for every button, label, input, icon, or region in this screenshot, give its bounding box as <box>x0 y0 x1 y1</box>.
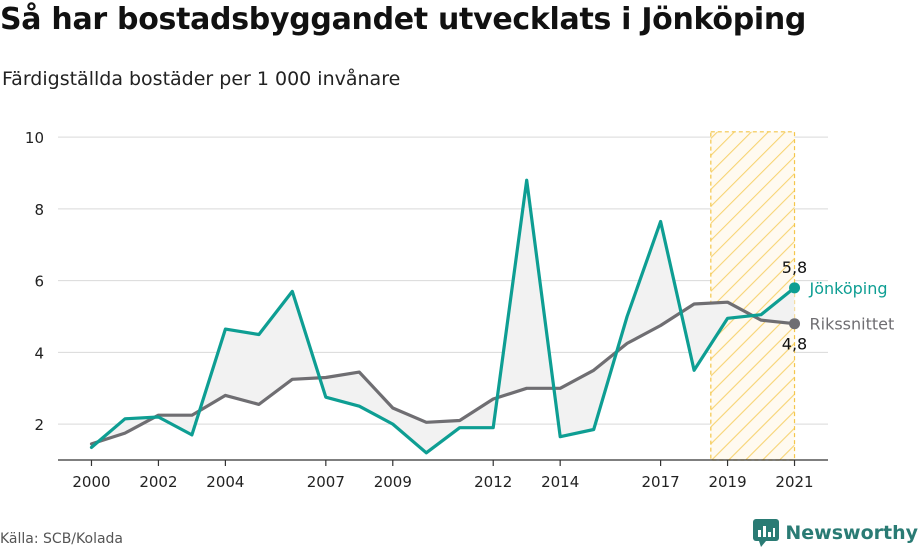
y-tick-label: 2 <box>34 416 44 434</box>
series-line-jonkoping <box>89 178 797 455</box>
brand-name: Newsworthy <box>785 522 918 544</box>
brand-logo: Newsworthy <box>753 519 918 547</box>
end-point-rikssnittet <box>789 318 801 330</box>
x-tick-label: 2007 <box>307 473 345 491</box>
end-point-jonkoping <box>789 282 801 294</box>
highlight-range <box>710 131 796 461</box>
y-tick-label: 10 <box>25 129 44 147</box>
x-tick-label: 2019 <box>708 473 746 491</box>
source-note: Källa: SCB/Kolada <box>0 531 124 547</box>
x-tick-label: 2014 <box>541 473 579 491</box>
y-tick-label: 4 <box>34 344 44 362</box>
y-tick-label: 6 <box>34 273 44 291</box>
series-label-rikssnittet: Rikssnittet <box>810 315 895 334</box>
x-tick-label: 2017 <box>642 473 680 491</box>
chart-subtitle: Färdigställda bostäder per 1 000 invånar… <box>2 68 401 90</box>
x-tick-label: 2012 <box>474 473 512 491</box>
chart-title: Så har bostadsbyggandet utvecklats i Jön… <box>0 2 807 37</box>
x-tick-label: 2009 <box>374 473 412 491</box>
value-label-rikssnittet: 4,8 <box>782 335 807 354</box>
x-tick-label: 2000 <box>72 473 110 491</box>
x-tick-label: 2004 <box>206 473 244 491</box>
x-tick-label: 2002 <box>139 473 177 491</box>
difference-area <box>91 180 795 453</box>
series-label-jonkoping: Jönköping <box>809 279 888 298</box>
x-tick-label: 2021 <box>775 473 813 491</box>
value-label-jonkoping: 5,8 <box>782 258 807 277</box>
y-tick-label: 8 <box>34 201 44 219</box>
newsworthy-logo-icon <box>753 519 780 547</box>
series-line-rikssnittet <box>89 300 797 446</box>
